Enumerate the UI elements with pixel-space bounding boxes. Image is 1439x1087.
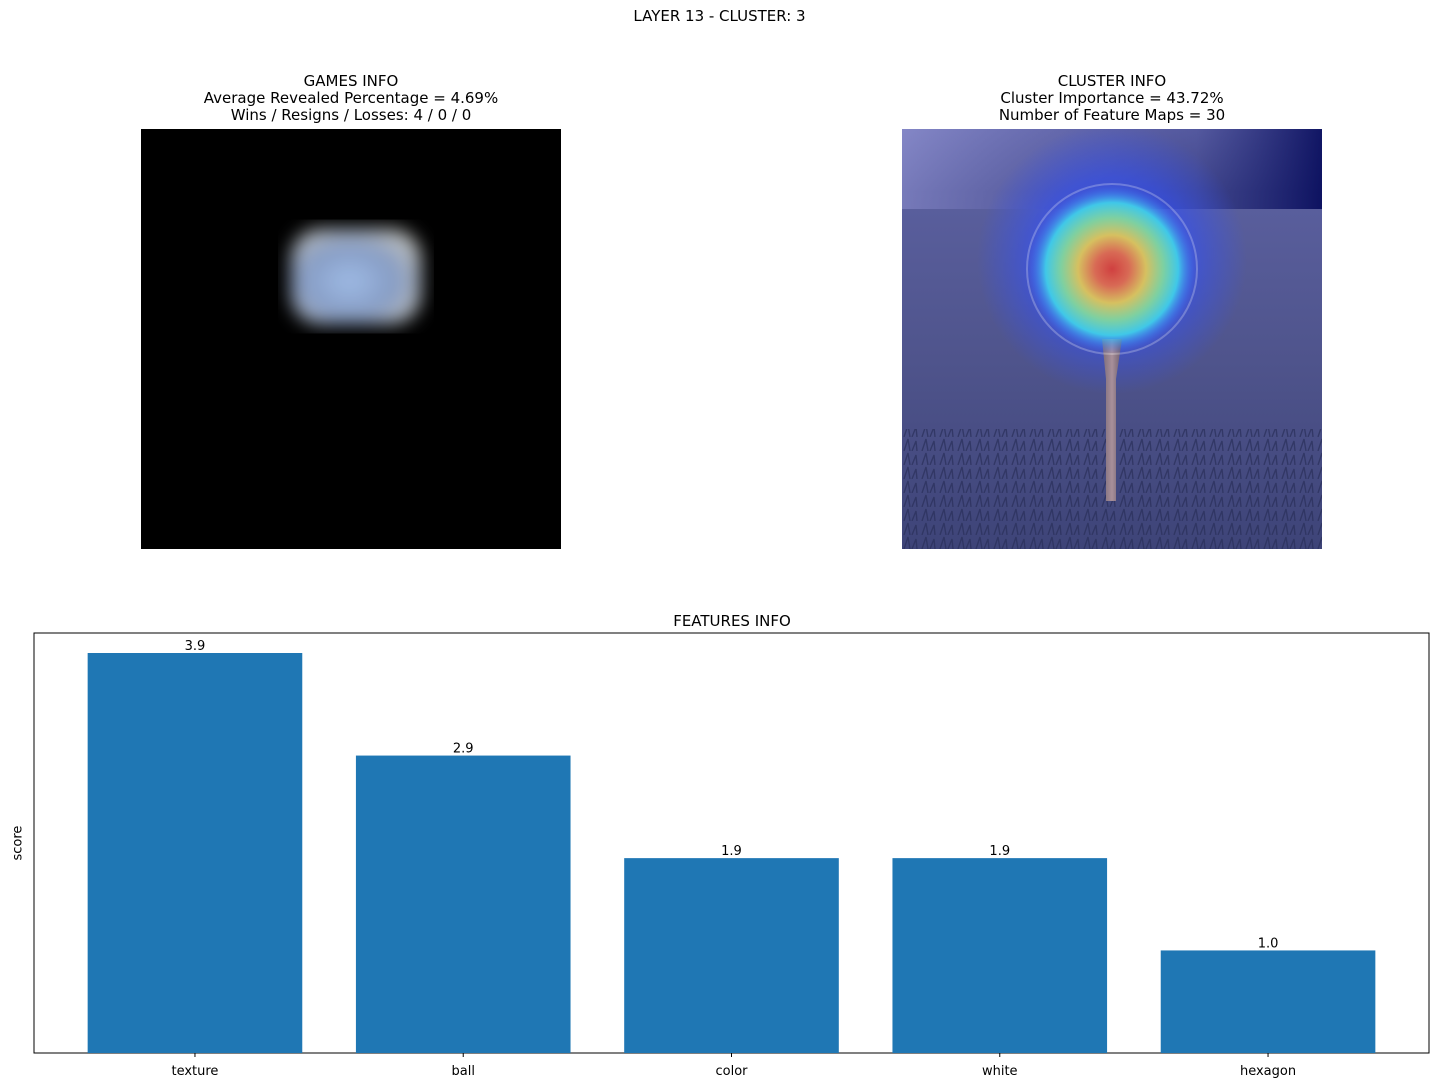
y-axis-label: score (10, 825, 26, 861)
chart-title: FEATURES INFO (673, 612, 791, 630)
bar-white (892, 858, 1108, 1053)
x-tick-label-color: color (715, 1064, 748, 1079)
games-panel-title-block: GAMES INFO Average Revealed Percentage =… (141, 73, 561, 124)
x-tick-label-texture: texture (171, 1064, 218, 1079)
x-tick-label-ball: ball (452, 1064, 475, 1079)
data-label-hexagon: 1.0 (1258, 936, 1279, 951)
cluster-feature-maps: Number of Feature Maps = 30 (998, 106, 1226, 124)
bar-texture (87, 653, 303, 1053)
data-label-texture: 3.9 (185, 639, 206, 654)
x-tick-label-white: white (982, 1064, 1018, 1079)
x-tick-label-hexagon: hexagon (1240, 1064, 1296, 1079)
games-revealed-percentage: Average Revealed Percentage = 4.69% (203, 89, 499, 107)
cluster-importance: Cluster Importance = 43.72% (1000, 89, 1224, 107)
cluster-heatmap-image (902, 129, 1322, 549)
cluster-panel-title: CLUSTER INFO (1057, 72, 1167, 90)
data-label-ball: 2.9 (453, 742, 474, 757)
bar-ball (355, 755, 571, 1053)
revealed-golf-ball-image (141, 129, 561, 549)
games-panel-title: GAMES INFO (303, 72, 399, 90)
data-label-color: 1.9 (721, 844, 742, 859)
figure-title: LAYER 13 - CLUSTER: 3 (633, 7, 806, 25)
bar-color (624, 858, 839, 1053)
features-bar-chart: FEATURES INFO 3.9 texture 2.9 ball 1.9 color 1… (33, 612, 1430, 1079)
data-label-white: 1.9 (989, 844, 1010, 859)
games-wins-resigns-losses: Wins / Resigns / Losses: 4 / 0 / 0 (230, 106, 472, 124)
cluster-panel-title-block: CLUSTER INFO Cluster Importance = 43.72%… (902, 73, 1322, 124)
bar-hexagon (1160, 950, 1376, 1053)
